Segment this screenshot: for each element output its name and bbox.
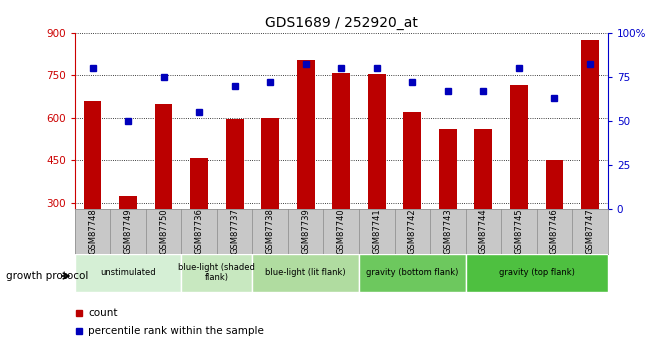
Text: unstimulated: unstimulated <box>100 268 156 277</box>
Bar <box>190 158 208 209</box>
Bar <box>181 254 252 292</box>
Bar <box>252 254 359 292</box>
Text: GSM87742: GSM87742 <box>408 208 417 254</box>
Text: GSM87744: GSM87744 <box>479 208 488 254</box>
Bar <box>581 40 599 209</box>
Title: GDS1689 / 252920_at: GDS1689 / 252920_at <box>265 16 418 30</box>
Bar <box>297 60 315 209</box>
Text: GSM87749: GSM87749 <box>124 208 133 254</box>
Text: GSM87746: GSM87746 <box>550 208 559 254</box>
Bar <box>75 254 181 292</box>
Text: gravity (top flank): gravity (top flank) <box>499 268 575 277</box>
Bar <box>359 254 465 292</box>
Text: GSM87745: GSM87745 <box>514 208 523 254</box>
Bar <box>404 112 421 209</box>
Bar <box>226 119 244 209</box>
Text: GSM87750: GSM87750 <box>159 208 168 254</box>
Text: GSM87737: GSM87737 <box>230 208 239 254</box>
Text: GSM87739: GSM87739 <box>301 208 310 254</box>
Bar <box>465 254 608 292</box>
Text: GSM87743: GSM87743 <box>443 208 452 254</box>
Text: GSM87747: GSM87747 <box>586 208 595 254</box>
Bar <box>510 85 528 209</box>
Text: GSM87748: GSM87748 <box>88 208 97 254</box>
Bar <box>155 104 172 209</box>
Text: percentile rank within the sample: percentile rank within the sample <box>88 326 265 335</box>
Bar <box>332 72 350 209</box>
Bar <box>545 160 564 209</box>
Text: GSM87738: GSM87738 <box>266 208 275 254</box>
Bar <box>474 129 492 209</box>
Text: gravity (bottom flank): gravity (bottom flank) <box>366 268 458 277</box>
Bar <box>261 118 279 209</box>
Text: GSM87740: GSM87740 <box>337 208 346 254</box>
Text: blue-light (lit flank): blue-light (lit flank) <box>265 268 346 277</box>
Text: GSM87736: GSM87736 <box>194 208 203 254</box>
Text: GSM87741: GSM87741 <box>372 208 382 254</box>
Text: growth protocol: growth protocol <box>6 271 89 281</box>
Bar <box>84 101 101 209</box>
Text: count: count <box>88 308 118 318</box>
Text: blue-light (shaded
flank): blue-light (shaded flank) <box>179 263 255 282</box>
Bar <box>368 74 385 209</box>
Bar <box>119 196 137 209</box>
Bar <box>439 129 457 209</box>
